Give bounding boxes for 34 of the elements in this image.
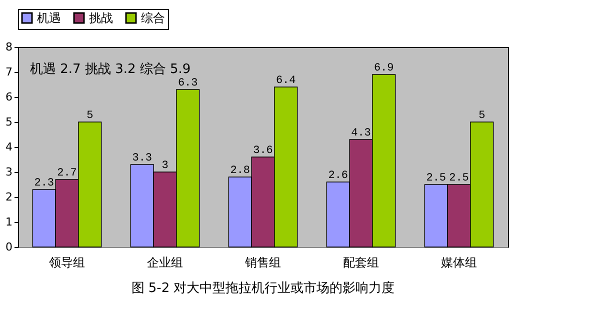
data-label: 2.7 bbox=[57, 168, 77, 180]
data-label: 6.4 bbox=[276, 75, 296, 87]
y-tick-label: 1 bbox=[6, 216, 12, 228]
y-tick-label: 5 bbox=[6, 116, 12, 128]
x-tick-label: 销售组 bbox=[244, 256, 281, 270]
y-tick-label: 8 bbox=[6, 40, 12, 54]
y-tick-label: 7 bbox=[6, 66, 12, 78]
data-label: 2.6 bbox=[328, 170, 348, 182]
text: 图 5-2 对大中型拖拉机行业或市场的影响力度 bbox=[131, 280, 395, 296]
data-label: 4.3 bbox=[351, 128, 371, 140]
y-tick-label: 4 bbox=[6, 140, 12, 154]
annotation: 机遇 2.7 挑战 3.2 综合 5.9 bbox=[30, 62, 191, 77]
data-label: 2.5 bbox=[426, 172, 446, 184]
data-label: 5 bbox=[86, 110, 94, 122]
data-label: 2.3 bbox=[34, 178, 54, 190]
data-label: 6.9 bbox=[374, 62, 394, 74]
x-tick-label: 媒体组 bbox=[441, 256, 477, 270]
data-label: 2.5 bbox=[449, 172, 469, 184]
y-tick-label: 0 bbox=[6, 240, 12, 254]
data-label: 3 bbox=[162, 160, 168, 172]
data-label: 3.6 bbox=[253, 145, 273, 157]
x-tick-label: 企业组 bbox=[147, 256, 183, 270]
x-tick-label: 配套组 bbox=[343, 256, 379, 270]
data-label: 6.3 bbox=[178, 78, 198, 90]
y-tick-label: 3 bbox=[6, 166, 12, 178]
legend-label: 综合 bbox=[141, 11, 165, 25]
data-label: 3.3 bbox=[132, 152, 152, 164]
y-tick-label: 6 bbox=[6, 90, 12, 104]
x-tick-label: 领导组 bbox=[49, 256, 85, 270]
data-label: 5 bbox=[478, 110, 486, 122]
y-tick-label: 2 bbox=[6, 190, 12, 204]
legend-label: 挑战 bbox=[89, 11, 113, 25]
data-label: 2.8 bbox=[230, 165, 250, 177]
legend-label: 机遇 bbox=[37, 11, 61, 25]
